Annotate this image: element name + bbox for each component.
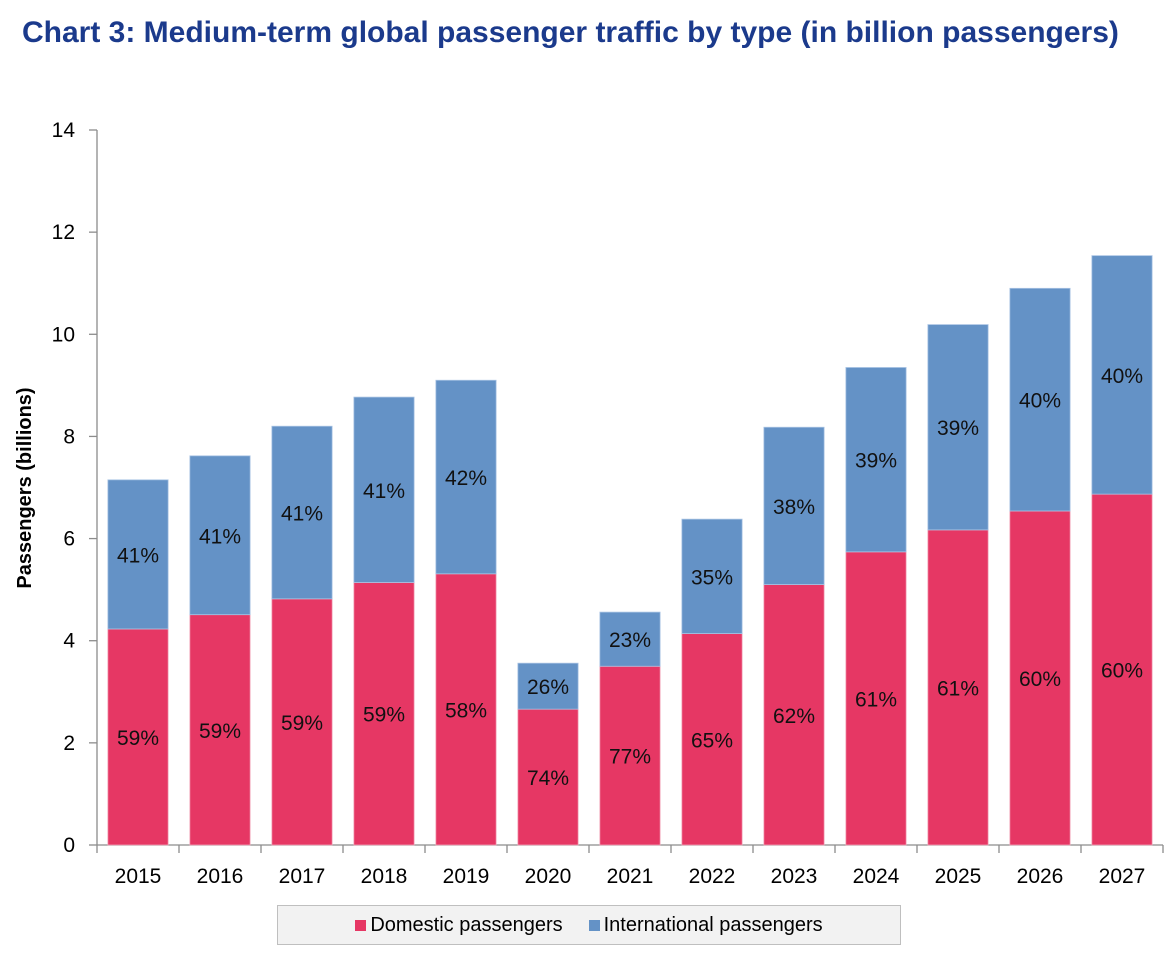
bar-label-international-2016: 41% (199, 525, 241, 548)
legend-label-domestic: Domestic passengers (370, 913, 563, 936)
bar-domestic-2020[interactable] (517, 708, 579, 846)
bar-label-international-2018: 41% (363, 480, 405, 503)
bar-label-international-2024: 39% (855, 450, 897, 473)
bar-label-domestic-2023: 62% (773, 705, 815, 728)
bar-label-international-2015: 41% (117, 544, 159, 567)
bar-label-international-2027: 40% (1101, 365, 1143, 388)
bar-domestic-2022[interactable] (681, 633, 743, 846)
x-tick-label: 2021 (607, 865, 654, 888)
x-tick-label: 2019 (443, 865, 490, 888)
bar-label-domestic-2015: 59% (117, 727, 159, 750)
bar-domestic-2025[interactable] (927, 529, 989, 846)
y-tick-label: 2 (63, 732, 75, 755)
x-axis: 2015 2016 2017 2018 2019 2020 2021 2022 2023 2024… (96, 844, 1164, 888)
y-tick-label: 12 (52, 221, 75, 244)
bar-international-2025[interactable] (927, 324, 989, 531)
bar-label-international-2020: 26% (527, 676, 569, 699)
bar-label-domestic-2019: 58% (445, 699, 487, 722)
bar-label-international-2026: 40% (1019, 390, 1061, 413)
x-tick-label: 2020 (525, 865, 572, 888)
legend-swatch-domestic (355, 919, 367, 931)
legend-swatch-international (588, 919, 600, 931)
legend: Domestic passengers International passen… (277, 905, 901, 945)
x-tick-label: 2023 (771, 865, 818, 888)
bar-label-domestic-2020: 74% (527, 767, 569, 790)
stacked-bar-chart: 0 2 4 6 8 10 12 14 2015 2016 2017 2018 2019 2020 2021… (14, 119, 1164, 888)
bar-international-2022[interactable] (681, 518, 743, 634)
bar-international-2027[interactable] (1091, 255, 1153, 495)
bar-domestic-2018[interactable] (353, 582, 415, 846)
x-tick-label: 2018 (361, 865, 408, 888)
y-axis-title: Passengers (billions) (14, 387, 36, 588)
bar-label-international-2023: 38% (773, 496, 815, 519)
bar-international-2023[interactable] (763, 426, 825, 585)
x-tick-label: 2016 (197, 865, 244, 888)
bar-label-domestic-2016: 59% (199, 720, 241, 743)
bar-label-international-2017: 41% (281, 503, 323, 526)
bar-international-2026[interactable] (1009, 287, 1071, 512)
bar-label-domestic-2021: 77% (609, 746, 651, 769)
bar-label-domestic-2018: 59% (363, 704, 405, 727)
x-tick-label: 2026 (1017, 865, 1064, 888)
bar-domestic-2024[interactable] (845, 551, 907, 846)
x-tick-label: 2024 (853, 865, 900, 888)
bar-domestic-2019[interactable] (435, 573, 497, 846)
bar-label-domestic-2027: 60% (1101, 660, 1143, 683)
legend-item-domestic[interactable]: Domestic passengers (355, 913, 563, 937)
bar-label-domestic-2022: 65% (691, 729, 733, 752)
y-tick-label: 14 (52, 119, 76, 142)
chart-title: Chart 3: Medium-term global passenger tr… (22, 16, 1119, 49)
y-tick-label: 4 (63, 630, 75, 653)
bar-label-domestic-2025: 61% (937, 677, 979, 700)
x-tick-label: 2027 (1099, 865, 1146, 888)
bar-international-2024[interactable] (845, 367, 907, 553)
bar-domestic-2026[interactable] (1009, 510, 1071, 846)
bar-international-2019[interactable] (435, 379, 497, 575)
legend-label-international: International passengers (603, 913, 823, 936)
bars (107, 255, 1153, 846)
bar-international-2015[interactable] (107, 479, 169, 630)
bar-label-domestic-2024: 61% (855, 688, 897, 711)
bar-domestic-2021[interactable] (599, 665, 661, 846)
y-tick-label: 8 (63, 425, 75, 448)
bar-international-2016[interactable] (189, 455, 251, 616)
bar-label-international-2025: 39% (937, 417, 979, 440)
bar-domestic-2023[interactable] (763, 584, 825, 846)
bar-international-2017[interactable] (271, 425, 333, 600)
bar-label-international-2019: 42% (445, 467, 487, 490)
bar-label-domestic-2026: 60% (1019, 668, 1061, 691)
bar-international-2018[interactable] (353, 396, 415, 583)
x-tick-label: 2015 (115, 865, 162, 888)
y-tick-label: 0 (63, 834, 75, 857)
bar-international-2021[interactable] (599, 611, 661, 667)
legend-item-international[interactable]: International passengers (588, 913, 823, 937)
x-tick-label: 2017 (279, 865, 326, 888)
bar-domestic-2017[interactable] (271, 598, 333, 846)
bar-domestic-2027[interactable] (1091, 493, 1153, 846)
bar-domestic-2016[interactable] (189, 614, 251, 846)
bar-label-international-2022: 35% (691, 566, 733, 589)
bar-label-domestic-2017: 59% (281, 712, 323, 735)
y-tick-label: 6 (63, 528, 75, 551)
x-tick-label: 2025 (935, 865, 982, 888)
bar-international-2020[interactable] (517, 662, 579, 710)
bar-labels: 59% 41% 59% 41% 59% 41% 59% 41% 58% 42% 74% 26% 77% 2… (117, 365, 1143, 790)
y-axis: 0 2 4 6 8 10 12 14 (52, 119, 98, 857)
bar-label-international-2021: 23% (609, 629, 651, 652)
x-tick-label: 2022 (689, 865, 736, 888)
y-tick-label: 10 (52, 323, 75, 346)
bar-domestic-2015[interactable] (107, 628, 169, 846)
